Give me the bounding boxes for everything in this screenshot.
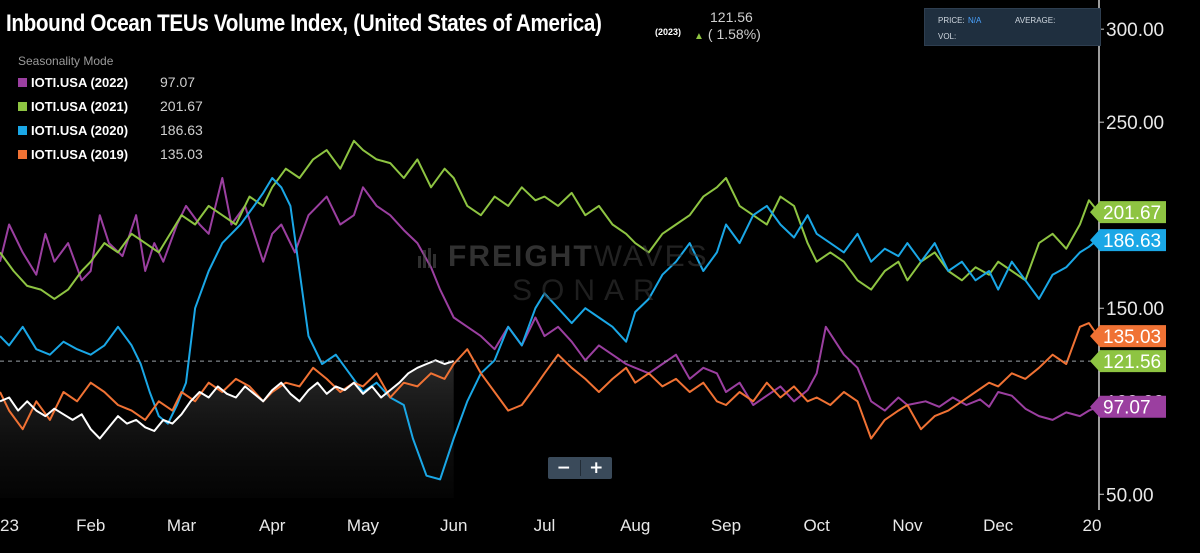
x-tick-label: Jul — [534, 516, 556, 535]
x-tick-label: Nov — [892, 516, 923, 535]
end-tag-label: 97.07 — [1103, 398, 1151, 419]
x-tick-label: Jun — [440, 516, 467, 535]
y-tick-label: 150.00 — [1106, 299, 1164, 320]
arrow-up-icon: ▲ — [694, 31, 704, 42]
change-percent: ( 1.58%) — [707, 26, 761, 42]
y-tick-label: 250.00 — [1106, 113, 1164, 134]
x-tick-label: 20 — [1083, 516, 1102, 535]
end-tag-label: 201.67 — [1103, 203, 1161, 224]
series-line-2 — [0, 177, 1099, 481]
x-tick-label: May — [347, 516, 380, 535]
x-tick-label: Feb — [76, 516, 105, 535]
legend-swatch — [18, 77, 27, 87]
series-line-3 — [0, 322, 1099, 440]
series-line-4 — [0, 359, 455, 440]
legend-swatch — [18, 149, 27, 159]
series-lines — [0, 139, 1099, 481]
watermark-brand: FREIGHTWAVES — [448, 240, 709, 273]
end-tag-4 — [1090, 350, 1166, 373]
x-tick-label: Apr — [259, 516, 286, 535]
x-tick-label: Sep — [711, 516, 741, 535]
zoom-separator — [579, 460, 581, 476]
zoom-in-button[interactable]: + — [581, 457, 613, 479]
change-indicator: ▲( 1.58%) — [694, 26, 761, 42]
end-tag-1 — [1090, 201, 1166, 224]
legend-name: IOTI.USA (2021) — [31, 98, 129, 114]
legend-swatch — [18, 101, 27, 111]
average-label: AVERAGE: — [1015, 16, 1056, 25]
freightwaves-sonar-watermark: FREIGHTWAVES SONAR — [418, 240, 798, 310]
series-end-labels: 201.67 186.63 135.03 121.56 97.07 — [1090, 201, 1166, 419]
year-tag: (2023) — [655, 27, 682, 37]
legend-item-2020[interactable]: IOTI.USA (2020) 186.63 — [18, 118, 203, 142]
x-tick-label: Mar — [167, 516, 197, 535]
zoom-out-button[interactable]: − — [548, 457, 580, 479]
end-tag-label: 186.63 — [1103, 231, 1161, 252]
legend-value: 135.03 — [160, 146, 203, 162]
price-label: PRICE: — [938, 16, 965, 25]
legend-item-2019[interactable]: IOTI.USA (2019) 135.03 — [18, 142, 203, 166]
legend-value: 186.63 — [160, 122, 203, 138]
legend: IOTI.USA (2022) 97.07 IOTI.USA (2021) 20… — [18, 70, 203, 166]
legend-value: 201.67 — [160, 98, 203, 114]
chart-title: Inbound Ocean TEUs Volume Index, (United… — [6, 10, 602, 37]
watermark-product: SONAR — [512, 274, 664, 307]
x-tick-label: Dec — [983, 516, 1014, 535]
legend-item-2021[interactable]: IOTI.USA (2021) 201.67 — [18, 94, 203, 118]
current-year-area — [0, 360, 454, 498]
last-value: 121.56 — [710, 9, 753, 25]
x-tick-label: Oct — [803, 516, 830, 535]
seasonality-mode-label: Seasonality Mode — [18, 54, 114, 68]
legend-name: IOTI.USA (2019) — [31, 146, 129, 162]
price-value: N/A — [968, 16, 982, 25]
x-tick-label: 23 — [0, 516, 19, 535]
end-tag-2 — [1090, 229, 1166, 252]
end-tag-label: 135.03 — [1103, 327, 1161, 348]
legend-swatch — [18, 125, 27, 135]
price-info-box: PRICE: N/A AVERAGE: VOL: — [924, 8, 1101, 46]
y-tick-label: 300.00 — [1106, 20, 1164, 41]
series-line-1 — [0, 139, 1099, 300]
legend-item-2022[interactable]: IOTI.USA (2022) 97.07 — [18, 70, 203, 94]
legend-value: 97.07 — [160, 74, 196, 90]
end-tag-3 — [1090, 325, 1166, 348]
vol-label: VOL: — [938, 32, 957, 41]
legend-name: IOTI.USA (2022) — [31, 74, 129, 90]
legend-name: IOTI.USA (2020) — [31, 122, 129, 138]
watermark-bars-icon — [418, 248, 440, 268]
x-tick-label: Aug — [620, 516, 650, 535]
current-year-area-fill — [0, 360, 454, 498]
end-tag-label: 121.56 — [1103, 352, 1161, 373]
zoom-controls: − + — [548, 457, 612, 479]
end-tag-0 — [1090, 395, 1166, 418]
y-tick-label: 50.00 — [1106, 485, 1154, 506]
x-axis: 23 Feb Mar Apr May Jun Jul Aug Sep Oct Nov Dec 20 — [0, 516, 1101, 535]
chart-title-wrap: Inbound Ocean TEUs Volume Index, (United… — [6, 10, 699, 38]
